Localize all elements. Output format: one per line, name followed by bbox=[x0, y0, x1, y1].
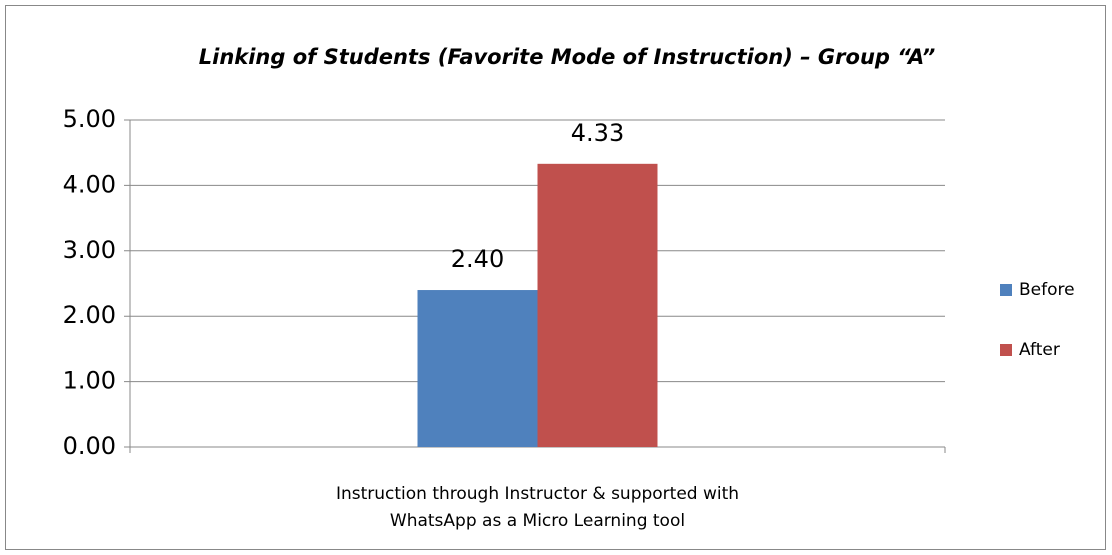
data-label: 4.33 bbox=[571, 119, 624, 147]
legend-label: After bbox=[1019, 340, 1060, 360]
data-label: 2.40 bbox=[451, 245, 504, 273]
chart-title: Linking of Students (Favorite Mode of In… bbox=[199, 45, 936, 69]
y-tick-label: 3.00 bbox=[63, 236, 116, 264]
x-tick-label: Instruction through Instructor & support… bbox=[335, 484, 740, 531]
legend-swatch bbox=[1000, 284, 1012, 296]
y-tick-label: 0.00 bbox=[63, 432, 116, 460]
bar bbox=[417, 290, 538, 447]
legend-label: Before bbox=[1019, 280, 1075, 300]
y-tick-label: 4.00 bbox=[63, 170, 116, 198]
y-tick-label: 1.00 bbox=[63, 367, 116, 395]
bar bbox=[537, 163, 658, 447]
y-tick-label: 5.00 bbox=[63, 105, 116, 133]
legend-swatch bbox=[1000, 344, 1012, 356]
y-tick-label: 2.00 bbox=[63, 301, 116, 329]
